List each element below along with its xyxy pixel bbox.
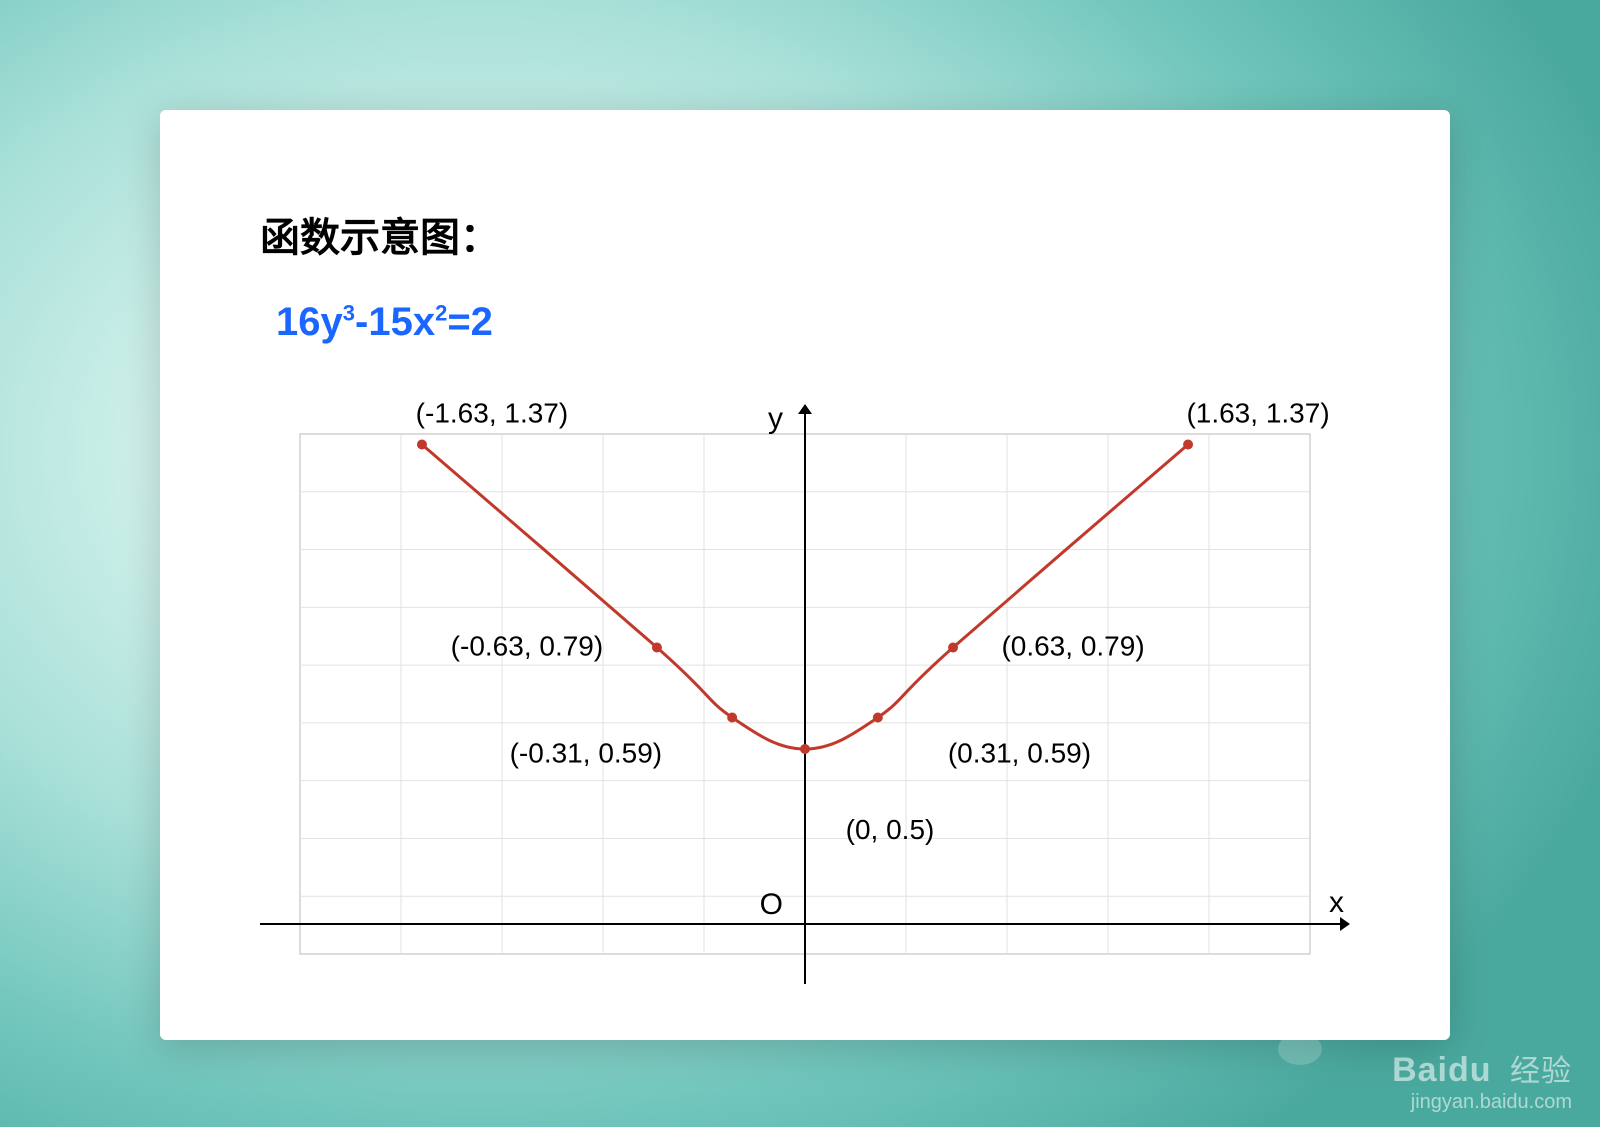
watermark-brand-b: d [1448, 1051, 1470, 1089]
content-card: 函数示意图： 16y3-15x2=2 x y O (-1.63, 1.37) (1.63… [160, 110, 1450, 1040]
function-chart: x y O (-1.63, 1.37) (1.63, 1.37) (-0.63, 0.79… [260, 394, 1350, 994]
svg-text:(0.31, 0.59): (0.31, 0.59) [948, 738, 1091, 769]
svg-text:(1.63, 1.37): (1.63, 1.37) [1186, 398, 1329, 429]
eq-exp1: 3 [343, 301, 355, 326]
eq-tail: =2 [447, 300, 493, 344]
watermark-brand-a: Bai [1392, 1051, 1448, 1089]
eq-coef1: 16y [276, 300, 343, 344]
svg-text:O: O [760, 888, 783, 921]
eq-exp2: 2 [435, 301, 447, 326]
svg-text:(-0.63, 0.79): (-0.63, 0.79) [451, 631, 604, 662]
chart-area: x y O (-1.63, 1.37) (1.63, 1.37) (-0.63, 0.79… [260, 394, 1350, 994]
watermark-url: jingyan.baidu.com [1392, 1091, 1572, 1113]
svg-text:(-0.31, 0.59): (-0.31, 0.59) [510, 738, 663, 769]
svg-text:(0.63, 0.79): (0.63, 0.79) [1001, 631, 1144, 662]
chart-title: 函数示意图： [260, 205, 500, 263]
watermark: Baidu 经验 jingyan.baidu.com [1392, 1052, 1572, 1113]
svg-text:y: y [768, 402, 783, 435]
svg-text:(-1.63, 1.37): (-1.63, 1.37) [416, 398, 569, 429]
eq-mid: -15x [355, 300, 435, 344]
svg-text:(0, 0.5): (0, 0.5) [846, 814, 935, 845]
page-backdrop: 函数示意图： 16y3-15x2=2 x y O (-1.63, 1.37) (1.63… [0, 0, 1600, 1127]
svg-text:x: x [1329, 886, 1344, 919]
watermark-brand-cn: 经验 [1510, 1055, 1572, 1088]
equation: 16y3-15x2=2 [276, 300, 493, 345]
